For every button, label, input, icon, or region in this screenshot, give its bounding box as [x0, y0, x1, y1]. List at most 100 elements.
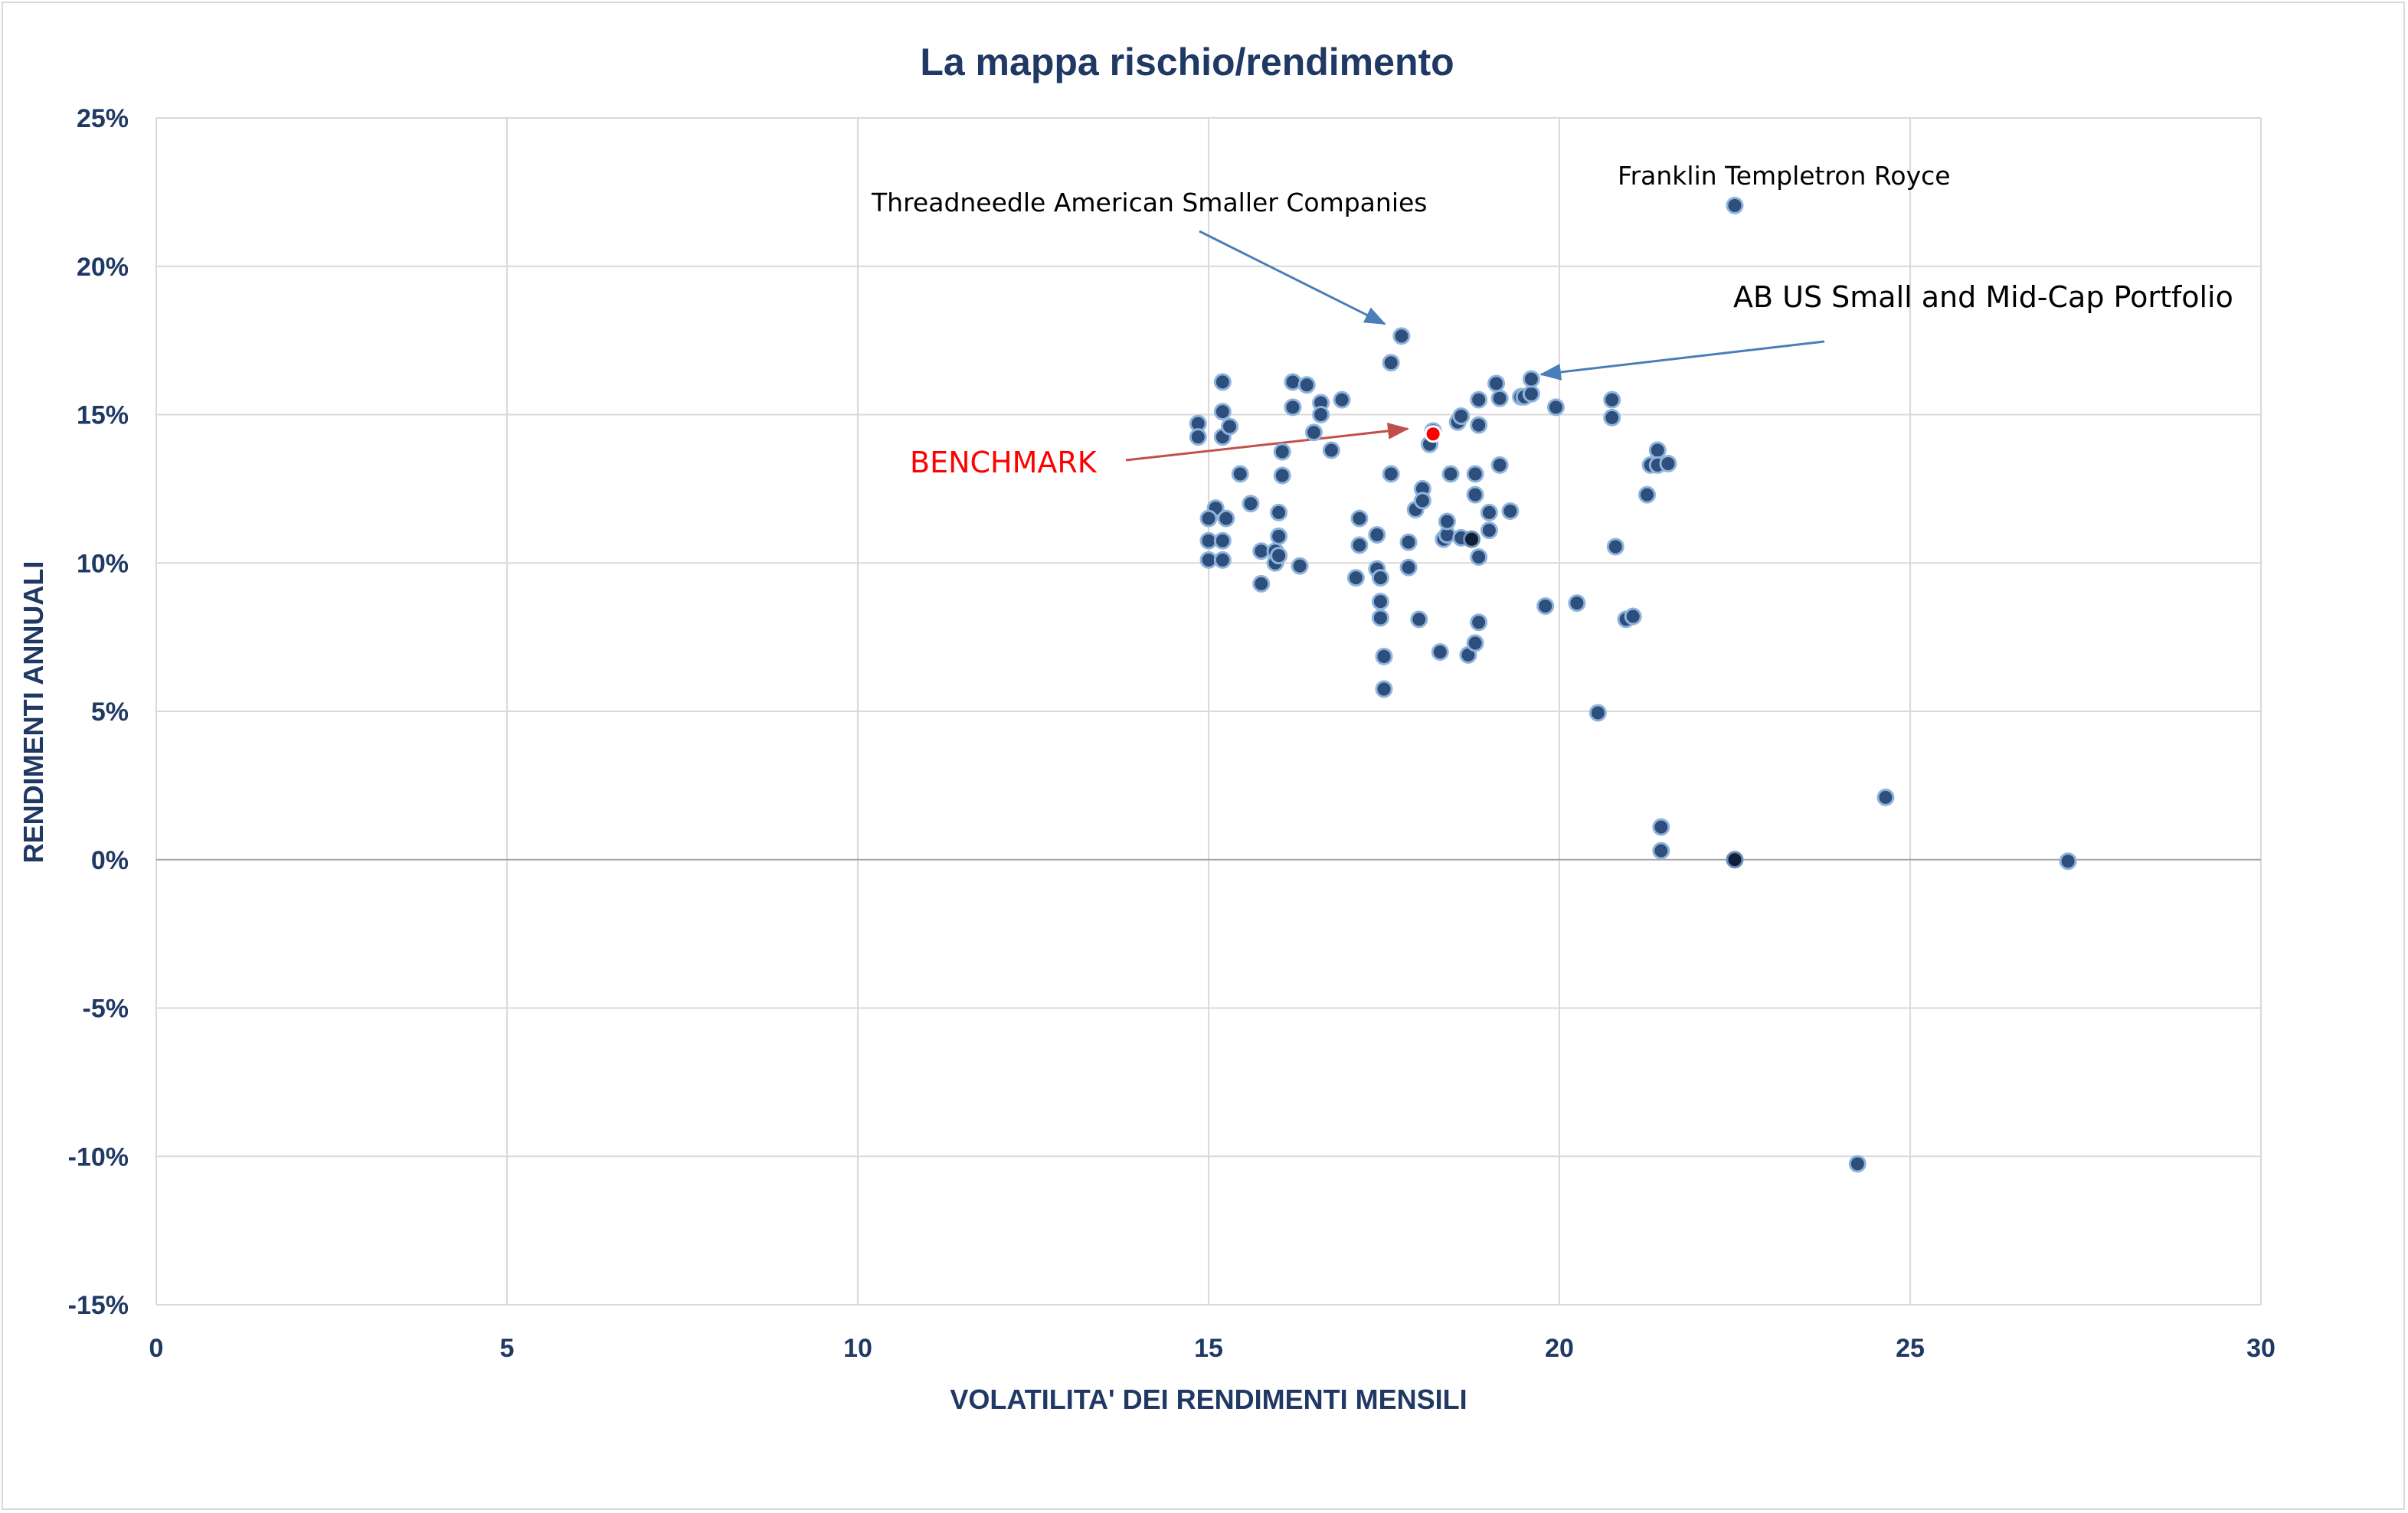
y-axis-title: RENDIMENTI ANNUALI: [18, 561, 49, 864]
fund-point: [1371, 569, 1389, 587]
fund-point: [1382, 354, 1400, 372]
fund-point: [1273, 466, 1291, 485]
fund-point: [1189, 428, 1207, 446]
fund-point: [1848, 1155, 1867, 1173]
fund-point: [1466, 485, 1484, 504]
y-tick-label: -15%: [68, 1291, 129, 1320]
fund-point: [1375, 680, 1393, 698]
fund-point: [1652, 841, 1670, 860]
fund-point: [1382, 465, 1400, 483]
fund-point: [1438, 512, 1456, 531]
fund-point: [1375, 647, 1393, 665]
benchmark-arrow: [1125, 422, 1409, 462]
fund-point: [1371, 593, 1389, 611]
fund-point: [1273, 443, 1291, 461]
fund-point: [1213, 551, 1232, 569]
annotation-ab: AB US Small and Mid-Cap Portfolio: [1733, 280, 2233, 314]
fund-point: [1490, 456, 1509, 474]
annotation-benchmark: BENCHMARK: [910, 446, 1098, 479]
y-tick-label: 20%: [77, 253, 129, 282]
y-tick-label: 25%: [77, 104, 129, 133]
fund-point: [1726, 196, 1744, 214]
fund-point: [1606, 538, 1624, 556]
fund-point: [1284, 398, 1302, 417]
fund-point: [1536, 596, 1555, 615]
fund-point: [1876, 788, 1895, 806]
fund-point: [1470, 416, 1488, 434]
fund-point: [1648, 441, 1667, 459]
annotation-arrows: [1125, 230, 1825, 462]
fund-point: [1603, 391, 1621, 409]
threadneedle-arrow: [1199, 230, 1386, 325]
fund-point: [1231, 465, 1249, 483]
y-tick-label: 15%: [77, 401, 129, 430]
fund-point: [1522, 370, 1540, 388]
dark-point: [1726, 851, 1744, 869]
fund-point: [1466, 465, 1484, 483]
fund-point: [1431, 643, 1449, 661]
fund-point: [1350, 536, 1369, 554]
fund-point: [1242, 495, 1260, 513]
fund-point: [1487, 374, 1506, 393]
x-tick-label: 25: [1896, 1334, 1925, 1363]
x-axis-title: VOLATILITA' DEI RENDIMENTI MENSILI: [950, 1384, 1467, 1415]
fund-point: [1470, 391, 1488, 409]
x-tick-labels: 0 5 10 15 20 25 30: [149, 1334, 2275, 1363]
fund-point: [1284, 373, 1302, 391]
x-tick-label: 15: [1194, 1334, 1223, 1363]
fund-point: [1213, 403, 1232, 421]
fund-point: [1659, 454, 1677, 472]
fund-point: [1452, 407, 1471, 425]
x-tick-label: 5: [500, 1334, 515, 1363]
fund-point: [1603, 408, 1621, 426]
fund-point: [1413, 492, 1431, 510]
dark-point: [1463, 530, 1480, 548]
fund-point: [1217, 509, 1235, 528]
fund-point: [1312, 406, 1330, 423]
fund-point: [1252, 574, 1271, 593]
fund-point: [1480, 503, 1498, 521]
ab-arrow: [1539, 340, 1825, 381]
fund-point: [1638, 485, 1656, 504]
fund-point: [1652, 818, 1670, 836]
fund-point: [1624, 607, 1642, 626]
fund-point: [1297, 376, 1316, 394]
fund-point: [1213, 531, 1232, 550]
chart-title: La mappa rischio/rendimento: [920, 41, 1454, 83]
fund-point: [1371, 609, 1389, 627]
fund-point: [1291, 557, 1309, 575]
x-tick-label: 20: [1545, 1334, 1574, 1363]
fund-point: [2059, 852, 2077, 871]
annotation-threadneedle: Threadneedle American Smaller Companies: [871, 188, 1427, 217]
fund-point: [1270, 527, 1288, 545]
y-tick-label: 0%: [91, 846, 129, 875]
fund-point: [1588, 704, 1607, 722]
fund-point: [1333, 391, 1351, 409]
fund-point: [1270, 547, 1288, 565]
annotation-franklin: Franklin Templetron Royce: [1618, 161, 1951, 191]
y-tick-label: 5%: [91, 698, 129, 727]
fund-point: [1392, 327, 1411, 345]
y-tick-label: -10%: [68, 1142, 129, 1172]
fund-point: [1546, 398, 1565, 417]
fund-point: [1368, 525, 1386, 544]
fund-point: [1322, 441, 1340, 459]
fund-point: [1220, 417, 1238, 436]
fund-point: [1480, 521, 1498, 540]
fund-point: [1470, 548, 1488, 566]
fund-point: [1399, 533, 1418, 551]
fund-point: [1270, 503, 1288, 521]
fund-point: [1466, 634, 1484, 652]
benchmark-point: [1424, 425, 1442, 443]
x-tick-label: 10: [843, 1334, 872, 1363]
fund-point: [1501, 502, 1520, 520]
y-tick-label: -5%: [83, 995, 129, 1024]
fund-point: [1346, 569, 1365, 587]
fund-point: [1522, 384, 1540, 403]
x-tick-label: 0: [149, 1334, 164, 1363]
fund-point: [1470, 613, 1488, 632]
y-tick-label: 10%: [77, 549, 129, 578]
fund-point: [1213, 373, 1232, 391]
